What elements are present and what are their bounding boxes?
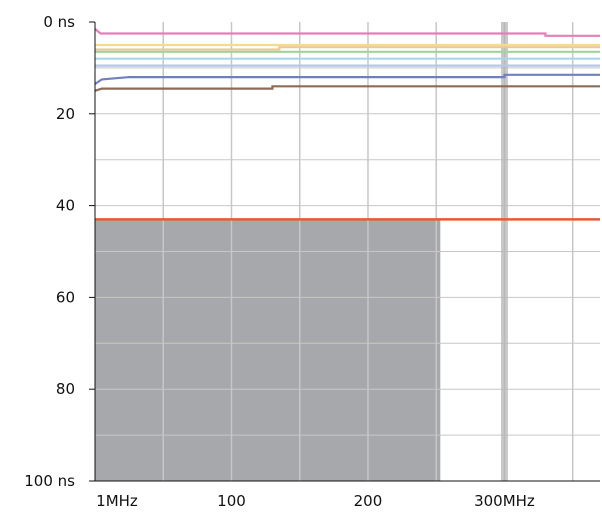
series-line-3 xyxy=(95,46,600,51)
x-tick-label: 300MHz xyxy=(474,492,535,510)
series-line-8 xyxy=(94,85,600,92)
y-tick-label: 60 xyxy=(56,288,75,306)
x-tick-label: 1MHz xyxy=(96,492,138,510)
series-line-1 xyxy=(94,28,600,37)
x-tick-label: 100 xyxy=(217,492,246,510)
shaded-region xyxy=(95,219,441,481)
y-tick-label: 0 ns xyxy=(43,13,75,31)
shaded-region-layer xyxy=(95,219,441,481)
y-tick-label: 100 ns xyxy=(24,472,75,490)
x-tick-label: 200 xyxy=(354,492,383,510)
y-tick-label: 80 xyxy=(56,380,75,398)
y-tick-label: 40 xyxy=(56,197,75,215)
series-layer xyxy=(94,28,600,92)
tick-label-layer: 0 ns 20 40 60 80 100 ns 1MHz 100 200 300MHz xyxy=(24,13,535,510)
grid-layer xyxy=(95,22,600,481)
series-line-7 xyxy=(94,73,600,85)
y-tick-label: 20 xyxy=(56,105,75,123)
axis-layer xyxy=(94,22,600,482)
